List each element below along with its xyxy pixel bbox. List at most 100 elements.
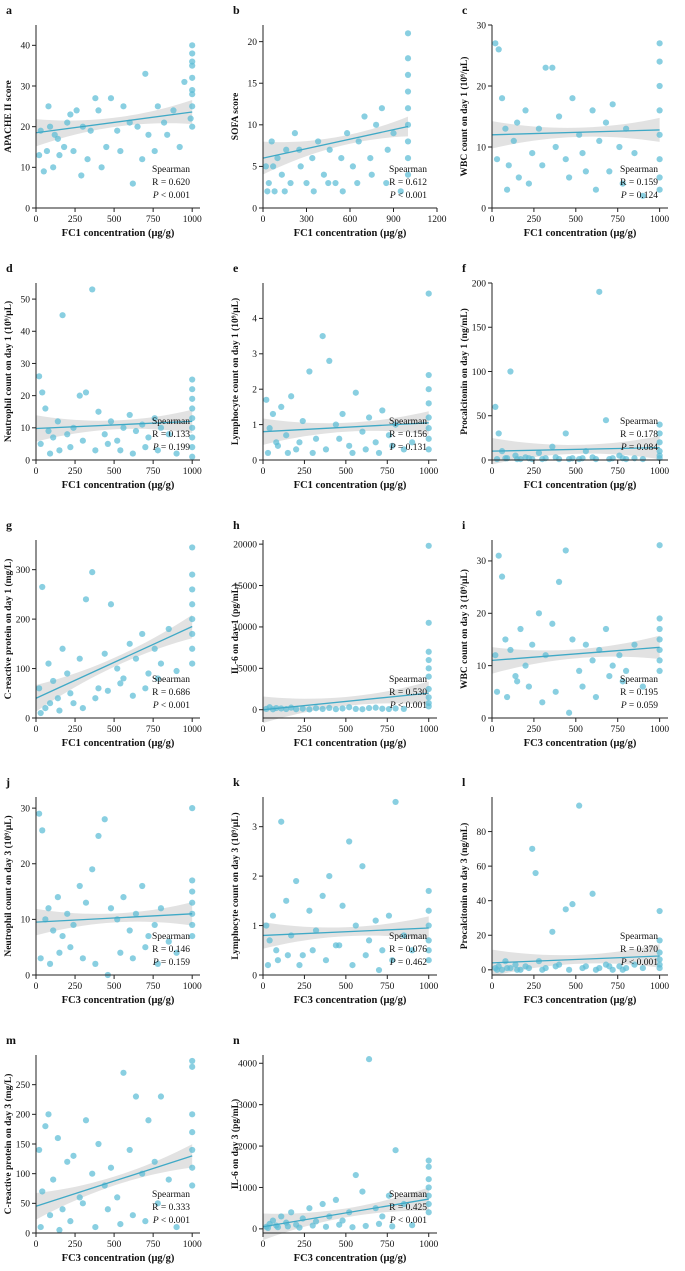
panel-d: d 0 250 500 750 1000 0 10 20 30 40 50 FC1 concentrat… xyxy=(3,261,202,491)
data-point xyxy=(268,138,275,145)
data-point xyxy=(362,1222,369,1230)
data-point xyxy=(425,685,432,693)
data-point xyxy=(73,107,80,114)
data-point xyxy=(619,678,626,685)
x-axis-title: FC1 concentration (μg/g) xyxy=(62,480,175,491)
x-tick-label: 0 xyxy=(34,725,39,735)
data-point xyxy=(189,645,196,652)
data-point xyxy=(79,1200,86,1207)
confidence-band xyxy=(263,1187,429,1241)
data-point xyxy=(189,386,196,393)
data-point xyxy=(45,103,52,110)
data-point xyxy=(549,620,556,627)
stat-method: Spearman xyxy=(152,165,190,175)
data-point xyxy=(656,657,663,664)
data-point xyxy=(64,910,71,917)
confidence-band xyxy=(492,944,660,977)
data-point xyxy=(503,964,511,972)
data-point xyxy=(126,927,133,934)
y-tick-label: 10 xyxy=(21,424,31,434)
data-point xyxy=(400,705,407,712)
x-tick-label: 1000 xyxy=(650,982,669,992)
data-point xyxy=(56,152,63,159)
data-point xyxy=(306,368,313,375)
data-point xyxy=(425,703,432,710)
x-tick-label: 0 xyxy=(261,725,266,735)
y-axis-title: Lymphocyte count on day 3 (10⁹/μL) xyxy=(230,812,241,959)
data-point xyxy=(165,431,172,438)
data-point xyxy=(173,450,180,457)
y-tick-label: 3 xyxy=(252,823,257,833)
stat-p: P < 0.001 xyxy=(620,958,658,968)
data-point xyxy=(189,630,196,638)
confidence-band xyxy=(263,916,429,949)
data-point xyxy=(656,107,663,114)
data-point xyxy=(352,922,359,929)
x-tick-label: 1000 xyxy=(183,1240,202,1250)
regression-line xyxy=(35,111,193,134)
y-tick-label: 150 xyxy=(472,324,487,334)
data-point xyxy=(372,917,379,924)
panel-label: d xyxy=(6,261,13,275)
data-point xyxy=(139,630,146,638)
data-point xyxy=(326,704,333,711)
stat-r: R = 0.146 xyxy=(152,945,190,955)
data-point xyxy=(70,424,77,431)
data-point xyxy=(39,389,46,396)
data-point xyxy=(503,693,511,701)
data-point xyxy=(385,1192,393,1199)
x-tick-label: 0 xyxy=(261,982,266,992)
data-point xyxy=(154,960,161,967)
data-point xyxy=(269,410,277,418)
data-point xyxy=(522,107,529,114)
data-point xyxy=(529,845,536,852)
data-point xyxy=(425,542,432,549)
data-point xyxy=(425,414,432,421)
data-point xyxy=(656,58,663,65)
y-tick-label: 0 xyxy=(252,204,257,214)
data-point xyxy=(549,64,556,71)
data-point xyxy=(274,154,281,162)
stat-method: Spearman xyxy=(620,165,658,175)
data-point xyxy=(284,449,291,457)
data-point xyxy=(517,625,524,633)
x-axis-title: FC3 concentration (μg/g) xyxy=(62,1253,175,1264)
y-axis-title: C-reactive protein on day 1 (mg/L) xyxy=(3,559,14,700)
data-point xyxy=(92,447,99,454)
data-point xyxy=(346,442,353,449)
data-point xyxy=(525,180,532,187)
data-point xyxy=(281,188,288,195)
data-point xyxy=(107,601,115,608)
data-point xyxy=(495,430,502,437)
data-point xyxy=(117,1221,124,1228)
panel-label: c xyxy=(462,3,468,17)
data-point xyxy=(400,446,407,453)
data-point xyxy=(425,947,432,954)
data-point xyxy=(522,662,529,669)
data-point xyxy=(392,705,399,712)
x-tick-label: 1000 xyxy=(419,982,438,992)
data-point xyxy=(512,673,519,680)
data-point xyxy=(309,947,316,954)
data-point xyxy=(42,405,49,412)
data-point xyxy=(389,957,396,964)
data-point xyxy=(609,101,616,108)
data-point xyxy=(264,962,272,969)
x-tick-label: 500 xyxy=(339,725,354,735)
y-tick-label: 2000 xyxy=(238,1142,257,1152)
confidence-band xyxy=(263,411,429,445)
data-point xyxy=(59,1206,66,1213)
data-point xyxy=(656,131,663,138)
data-point xyxy=(98,164,105,171)
data-point xyxy=(70,147,77,155)
panel-g: g 0 250 500 750 1000 0 100 200 300 FC1 concentrati… xyxy=(3,518,202,749)
data-point xyxy=(397,188,404,195)
data-point xyxy=(273,947,280,954)
data-point xyxy=(514,119,521,126)
data-point xyxy=(425,673,432,680)
x-tick-label: 250 xyxy=(68,215,83,225)
data-point xyxy=(114,437,121,444)
data-point xyxy=(95,408,102,415)
y-tick-label: 3000 xyxy=(238,1101,257,1111)
x-tick-label: 250 xyxy=(68,467,83,477)
